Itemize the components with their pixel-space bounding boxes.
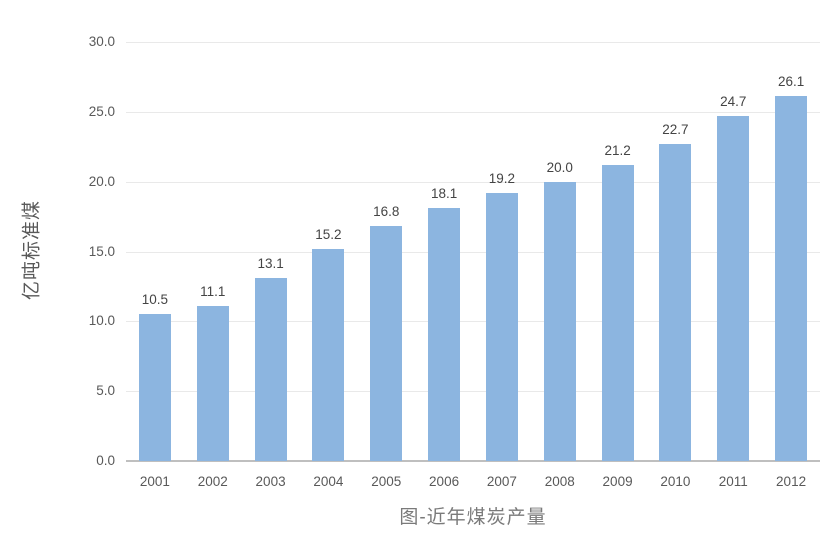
x-tick-label: 2003 bbox=[255, 474, 286, 489]
x-tick-label: 2002 bbox=[197, 474, 228, 489]
bar-2006 bbox=[428, 208, 461, 461]
y-tick-label: 5.0 bbox=[96, 383, 115, 399]
bar-2012 bbox=[775, 96, 808, 461]
gridline bbox=[126, 111, 820, 113]
x-tick-label: 2012 bbox=[776, 474, 807, 489]
x-tick-label: 2011 bbox=[718, 474, 748, 489]
bar-value-label: 18.1 bbox=[430, 186, 458, 202]
bar-2001 bbox=[138, 314, 171, 461]
bar-2004 bbox=[312, 248, 345, 461]
x-tick-label: 2009 bbox=[602, 474, 633, 489]
y-axis-title: 亿吨标准煤 bbox=[21, 199, 43, 301]
x-axis-line bbox=[126, 460, 820, 462]
x-tick-label: 2010 bbox=[660, 474, 691, 489]
bar-2002 bbox=[196, 305, 229, 461]
bar-value-label: 24.7 bbox=[720, 94, 747, 110]
y-tick-label: 20.0 bbox=[88, 173, 115, 189]
bar-value-label: 15.2 bbox=[315, 226, 342, 242]
bar-2003 bbox=[254, 278, 287, 461]
bar-value-label: 13.1 bbox=[257, 256, 284, 272]
bar-value-label: 16.8 bbox=[373, 204, 400, 220]
bar-value-label: 20.0 bbox=[546, 159, 573, 175]
y-tick-label: 30.0 bbox=[88, 34, 115, 49]
bar-2011 bbox=[717, 116, 750, 461]
bar-2009 bbox=[601, 164, 634, 461]
x-tick-label: 2001 bbox=[139, 474, 170, 489]
bar-value-label: 21.2 bbox=[604, 142, 631, 158]
bar-2007 bbox=[485, 192, 518, 461]
y-tick-label: 10.0 bbox=[88, 313, 115, 329]
bar-2008 bbox=[543, 181, 576, 461]
bar-2005 bbox=[370, 226, 403, 461]
gridline bbox=[126, 181, 820, 183]
x-tick-label: 2005 bbox=[371, 474, 402, 489]
x-tick-label: 2007 bbox=[486, 474, 517, 489]
bar-value-label: 26.1 bbox=[777, 74, 805, 90]
y-tick-label: 25.0 bbox=[88, 103, 115, 119]
x-tick-label: 2006 bbox=[429, 474, 460, 489]
x-tick-label: 2008 bbox=[544, 474, 575, 489]
chart-title: 图-近年煤炭产量 bbox=[399, 507, 547, 528]
bar-value-label: 10.5 bbox=[141, 292, 169, 308]
bar-value-label: 19.2 bbox=[488, 170, 516, 186]
gridline bbox=[126, 251, 820, 253]
gridline bbox=[126, 42, 820, 43]
gridline bbox=[126, 321, 820, 323]
gridline bbox=[126, 391, 820, 393]
bar-2010 bbox=[659, 143, 692, 461]
x-tick-label: 2004 bbox=[313, 474, 344, 489]
bar-value-label: 11.1 bbox=[200, 283, 226, 299]
y-tick-label: 15.0 bbox=[88, 243, 115, 259]
y-tick-label: 0.0 bbox=[96, 453, 115, 468]
bar-value-label: 22.7 bbox=[662, 121, 689, 137]
